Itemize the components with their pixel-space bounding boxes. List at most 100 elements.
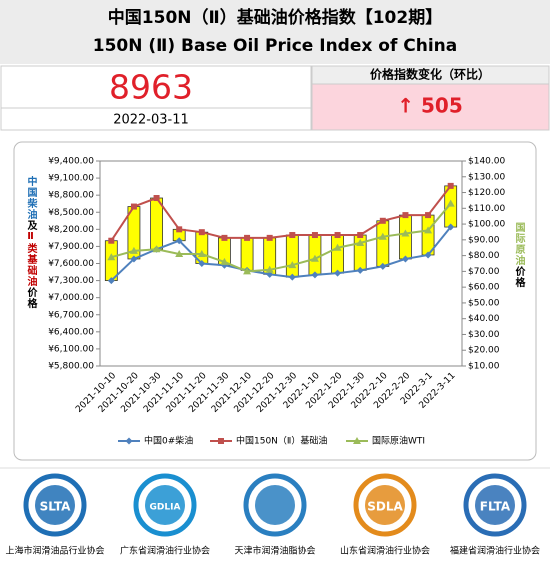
y-tick-label: ¥6,400.00 — [48, 327, 94, 337]
point — [424, 251, 432, 259]
point — [153, 195, 160, 202]
point — [152, 245, 161, 253]
logo-inner — [35, 485, 75, 525]
point — [288, 261, 297, 269]
y-tick-label: ¥8,500.00 — [48, 208, 94, 218]
point — [130, 255, 138, 263]
point — [265, 265, 274, 273]
logo-abbr: GDLIA — [150, 503, 181, 513]
point — [311, 271, 319, 279]
updown-bar — [399, 214, 412, 260]
point — [220, 257, 229, 265]
point — [447, 223, 455, 231]
y-tick-label: ¥6,100.00 — [48, 344, 94, 354]
point — [175, 250, 184, 258]
y2-tick-label: $30.00 — [468, 330, 500, 340]
series-line — [110, 185, 452, 242]
y-tick-label: ¥7,000.00 — [48, 293, 94, 303]
point — [130, 203, 137, 210]
point — [378, 232, 387, 240]
change-label: 价格指数变化（环比） — [370, 67, 490, 82]
y2-tick-label: $130.00 — [468, 172, 505, 182]
point — [447, 182, 454, 189]
point — [401, 229, 410, 237]
y-tick-label: ¥5,800.00 — [48, 362, 94, 372]
logo-inner — [475, 485, 515, 525]
point — [218, 438, 224, 444]
point — [175, 237, 183, 245]
point — [107, 253, 116, 261]
y-tick-label: ¥9,400.00 — [48, 157, 94, 167]
point — [311, 232, 318, 239]
point — [310, 254, 319, 262]
logo-name: 天津市润滑油脂协会 — [234, 545, 315, 557]
y2-tick-label: $110.00 — [468, 204, 505, 214]
point — [125, 437, 133, 445]
y2-tick-label: $90.00 — [468, 235, 500, 245]
footer: SLTA 上海市润滑油品行业协会 GDLIA 广东省润滑油行业协会 天津市润滑油脂协会 S… — [5, 473, 540, 557]
title-en: 150N (Ⅱ) Base Oil Price Index of China — [93, 36, 458, 56]
updown-bar — [331, 234, 344, 274]
logo-abbr: SDLA — [367, 500, 403, 514]
change-value: ↑ 505 — [397, 94, 462, 118]
axis-label-part: 国际原油 — [513, 222, 524, 266]
y-tick-label: ¥6,700.00 — [48, 310, 94, 320]
updown-bar — [150, 197, 163, 250]
point — [446, 199, 455, 207]
point — [424, 226, 433, 234]
point — [197, 250, 206, 258]
point — [198, 229, 205, 236]
updown-bar — [285, 234, 299, 278]
y2-tick-label: $50.00 — [468, 298, 500, 308]
y-tick-label: ¥8,800.00 — [48, 191, 94, 201]
logo-name: 福建省润滑油行业协会 — [450, 545, 540, 557]
series-line — [110, 226, 452, 282]
point — [288, 273, 296, 281]
logo-abbr: FLTA — [480, 500, 511, 514]
index-box — [0, 65, 312, 131]
right-axis-label: 国际原油价格 — [512, 222, 524, 288]
updown-bar — [376, 220, 390, 267]
point — [334, 232, 341, 239]
y-tick-label: ¥7,600.00 — [48, 259, 94, 269]
point — [334, 269, 342, 277]
point — [402, 212, 409, 219]
y2-tick-label: $70.00 — [468, 267, 500, 277]
point — [353, 437, 361, 444]
axis-label-part: 价格 — [513, 266, 524, 288]
point — [244, 234, 251, 241]
logo-inner — [255, 485, 295, 525]
series-line — [111, 202, 452, 273]
logo-name: 上海市润滑油品行业协会 — [5, 545, 104, 557]
point — [356, 266, 364, 274]
logo-name: 山东省润滑油行业协会 — [340, 545, 430, 557]
point — [266, 234, 273, 241]
y2-tick-label: $40.00 — [468, 314, 500, 324]
point — [107, 277, 115, 285]
y2-tick-label: $80.00 — [468, 251, 500, 261]
y-tick-label: ¥9,100.00 — [48, 174, 94, 184]
y2-tick-label: $100.00 — [468, 220, 505, 230]
logo-name: 广东省润滑油行业协会 — [120, 545, 210, 557]
point — [357, 232, 364, 239]
logo-inner — [145, 485, 185, 525]
y-tick-label: ¥7,300.00 — [48, 276, 94, 286]
logo-abbr: SLTA — [40, 500, 72, 514]
updown-bar — [240, 237, 254, 271]
point — [401, 255, 409, 263]
point — [108, 237, 115, 244]
point — [221, 234, 228, 241]
change-box — [311, 83, 550, 131]
left-axis-label: 中国柴油及Ⅱ类基础油价格 — [24, 176, 36, 309]
y2-tick-label: $140.00 — [468, 157, 505, 167]
index-value: 8963 — [109, 68, 193, 107]
legend-label: 中国0#柴油 — [144, 435, 193, 447]
y2-tick-label: $20.00 — [468, 346, 500, 356]
y-tick-label: ¥7,900.00 — [48, 242, 94, 252]
legend-label: 中国150N（Ⅱ）基础油 — [236, 435, 327, 447]
axis-label-part: 中国柴油 — [25, 176, 36, 220]
axis-label-part: 价格 — [25, 287, 36, 309]
point — [356, 239, 365, 246]
